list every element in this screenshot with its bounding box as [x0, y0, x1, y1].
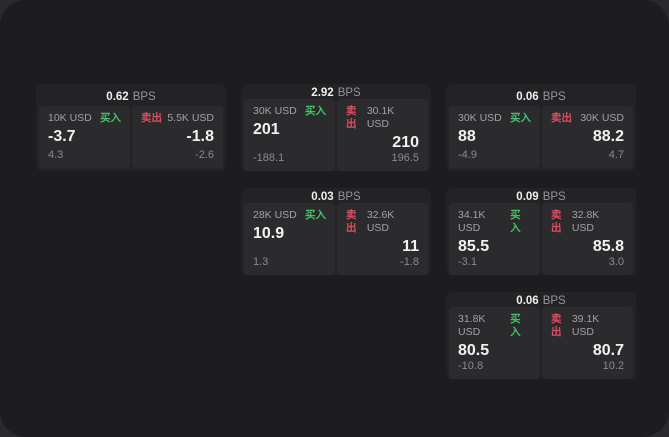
bps-header: 0.06 BPS	[449, 295, 633, 307]
bps-value: 0.09	[516, 191, 539, 203]
buy-amount: 28K USD	[253, 209, 297, 221]
sell-price: 80.7	[592, 342, 624, 359]
bps-header: 0.62 BPS	[39, 87, 223, 106]
sell-tile[interactable]: 卖出 5.5K USD -1.8 -2.6	[132, 106, 223, 168]
sell-side-label: 卖出	[346, 105, 357, 130]
bps-unit-label: BPS	[337, 191, 361, 203]
sell-amount: 39.1K USD	[571, 313, 600, 338]
bps-unit-label: BPS	[132, 90, 156, 103]
buy-delta: -3.1	[458, 256, 477, 268]
buy-price: -3.7	[48, 128, 76, 145]
quote-card-1: 0.62 BPS 10K USD 买入 -3.7 4.3 卖出 5.5K USD	[36, 84, 226, 171]
sell-tile[interactable]: 卖出 32.8K USD 85.8 3.0	[542, 203, 633, 275]
bps-header: 0.06 BPS	[449, 87, 633, 106]
bps-unit-label: BPS	[542, 191, 566, 203]
buy-side-label: 买入	[100, 112, 121, 124]
sell-price: -1.8	[186, 128, 214, 145]
sell-side-label: 卖出	[346, 209, 357, 234]
bps-unit-label: BPS	[337, 87, 361, 99]
buy-amount: 34.1K USD	[458, 209, 486, 234]
sell-tile[interactable]: 卖出 32.6K USD 11 -1.8	[337, 203, 428, 275]
quote-card-2: 2.92 BPS 30K USD 买入 201 -188.1 卖出 30.1K …	[241, 84, 431, 171]
buy-delta: -188.1	[253, 152, 285, 164]
buy-amount: 10K USD	[48, 112, 92, 124]
sell-price: 88.2	[592, 128, 624, 145]
buy-tile[interactable]: 30K USD 买入 88 -4.9	[449, 106, 540, 168]
sell-delta: 10.2	[602, 360, 624, 372]
bps-header: 0.09 BPS	[449, 191, 633, 203]
quote-card-4: 0.03 BPS 28K USD 买入 10.9 1.3 卖出 32.6K US…	[241, 188, 431, 275]
sell-side-label: 卖出	[141, 112, 162, 124]
sell-amount: 5.5K USD	[167, 112, 214, 124]
bps-value: 0.62	[106, 90, 129, 103]
sell-side-label: 卖出	[551, 112, 572, 124]
sell-side-label: 卖出	[551, 209, 562, 234]
bps-value: 2.92	[311, 87, 334, 99]
sell-tile[interactable]: 卖出 39.1K USD 80.7 10.2	[542, 307, 633, 379]
sell-amount: 32.8K USD	[571, 209, 600, 234]
sell-delta: -1.8	[400, 256, 419, 268]
buy-side-label: 买入	[510, 209, 521, 234]
bps-value: 0.06	[516, 295, 539, 307]
buy-tile[interactable]: 28K USD 买入 10.9 1.3	[244, 203, 335, 275]
buy-price: 88	[458, 128, 476, 145]
buy-amount: 30K USD	[458, 112, 502, 124]
sell-delta: -2.6	[195, 149, 214, 161]
sell-price: 85.8	[592, 238, 624, 255]
sell-tile[interactable]: 卖出 30K USD 88.2 4.7	[542, 106, 633, 168]
sell-delta: 4.7	[608, 149, 624, 161]
sell-price: 11	[402, 238, 419, 255]
buy-side-label: 买入	[510, 313, 521, 338]
quote-card-6: 0.06 BPS 31.8K USD 买入 80.5 -10.8 卖出 39.1…	[446, 292, 636, 379]
sell-delta: 196.5	[391, 152, 419, 164]
buy-delta: -4.9	[458, 149, 477, 161]
bps-value: 0.03	[311, 191, 334, 203]
bps-header: 0.03 BPS	[244, 191, 428, 203]
sell-amount: 30K USD	[580, 112, 624, 124]
buy-amount: 31.8K USD	[458, 313, 486, 338]
buy-tile[interactable]: 30K USD 买入 201 -188.1	[244, 99, 335, 171]
sell-tile[interactable]: 卖出 30.1K USD 210 196.5	[337, 99, 428, 171]
buy-price: 80.5	[458, 342, 490, 359]
bps-unit-label: BPS	[542, 295, 566, 307]
sell-amount: 30.1K USD	[366, 105, 395, 130]
buy-side-label: 买入	[305, 209, 326, 221]
buy-delta: 1.3	[253, 256, 269, 268]
buy-price: 201	[253, 121, 280, 138]
buy-tile[interactable]: 31.8K USD 买入 80.5 -10.8	[449, 307, 540, 379]
sell-amount: 32.6K USD	[366, 209, 395, 234]
quote-card-5: 0.09 BPS 34.1K USD 买入 85.5 -3.1 卖出 32.8K…	[446, 188, 636, 275]
buy-delta: 4.3	[48, 149, 64, 161]
bps-header: 2.92 BPS	[244, 87, 428, 99]
bps-value: 0.06	[516, 90, 539, 103]
sell-price: 210	[392, 134, 419, 151]
buy-amount: 30K USD	[253, 105, 297, 117]
quote-card-3: 0.06 BPS 30K USD 买入 88 -4.9 卖出 30K USD	[446, 84, 636, 171]
buy-side-label: 买入	[305, 105, 326, 117]
quote-card-grid: 0.62 BPS 10K USD 买入 -3.7 4.3 卖出 5.5K USD	[36, 84, 636, 379]
sell-side-label: 卖出	[551, 313, 562, 338]
buy-price: 10.9	[253, 225, 285, 242]
buy-delta: -10.8	[458, 360, 484, 372]
buy-tile[interactable]: 10K USD 买入 -3.7 4.3	[39, 106, 130, 168]
buy-tile[interactable]: 34.1K USD 买入 85.5 -3.1	[449, 203, 540, 275]
buy-price: 85.5	[458, 238, 490, 255]
sell-delta: 3.0	[608, 256, 624, 268]
buy-side-label: 买入	[510, 112, 531, 124]
bps-unit-label: BPS	[542, 90, 566, 103]
